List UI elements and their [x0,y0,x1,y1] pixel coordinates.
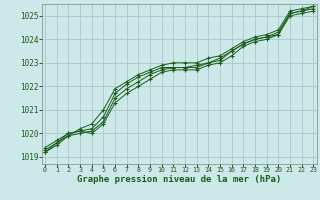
X-axis label: Graphe pression niveau de la mer (hPa): Graphe pression niveau de la mer (hPa) [77,175,281,184]
